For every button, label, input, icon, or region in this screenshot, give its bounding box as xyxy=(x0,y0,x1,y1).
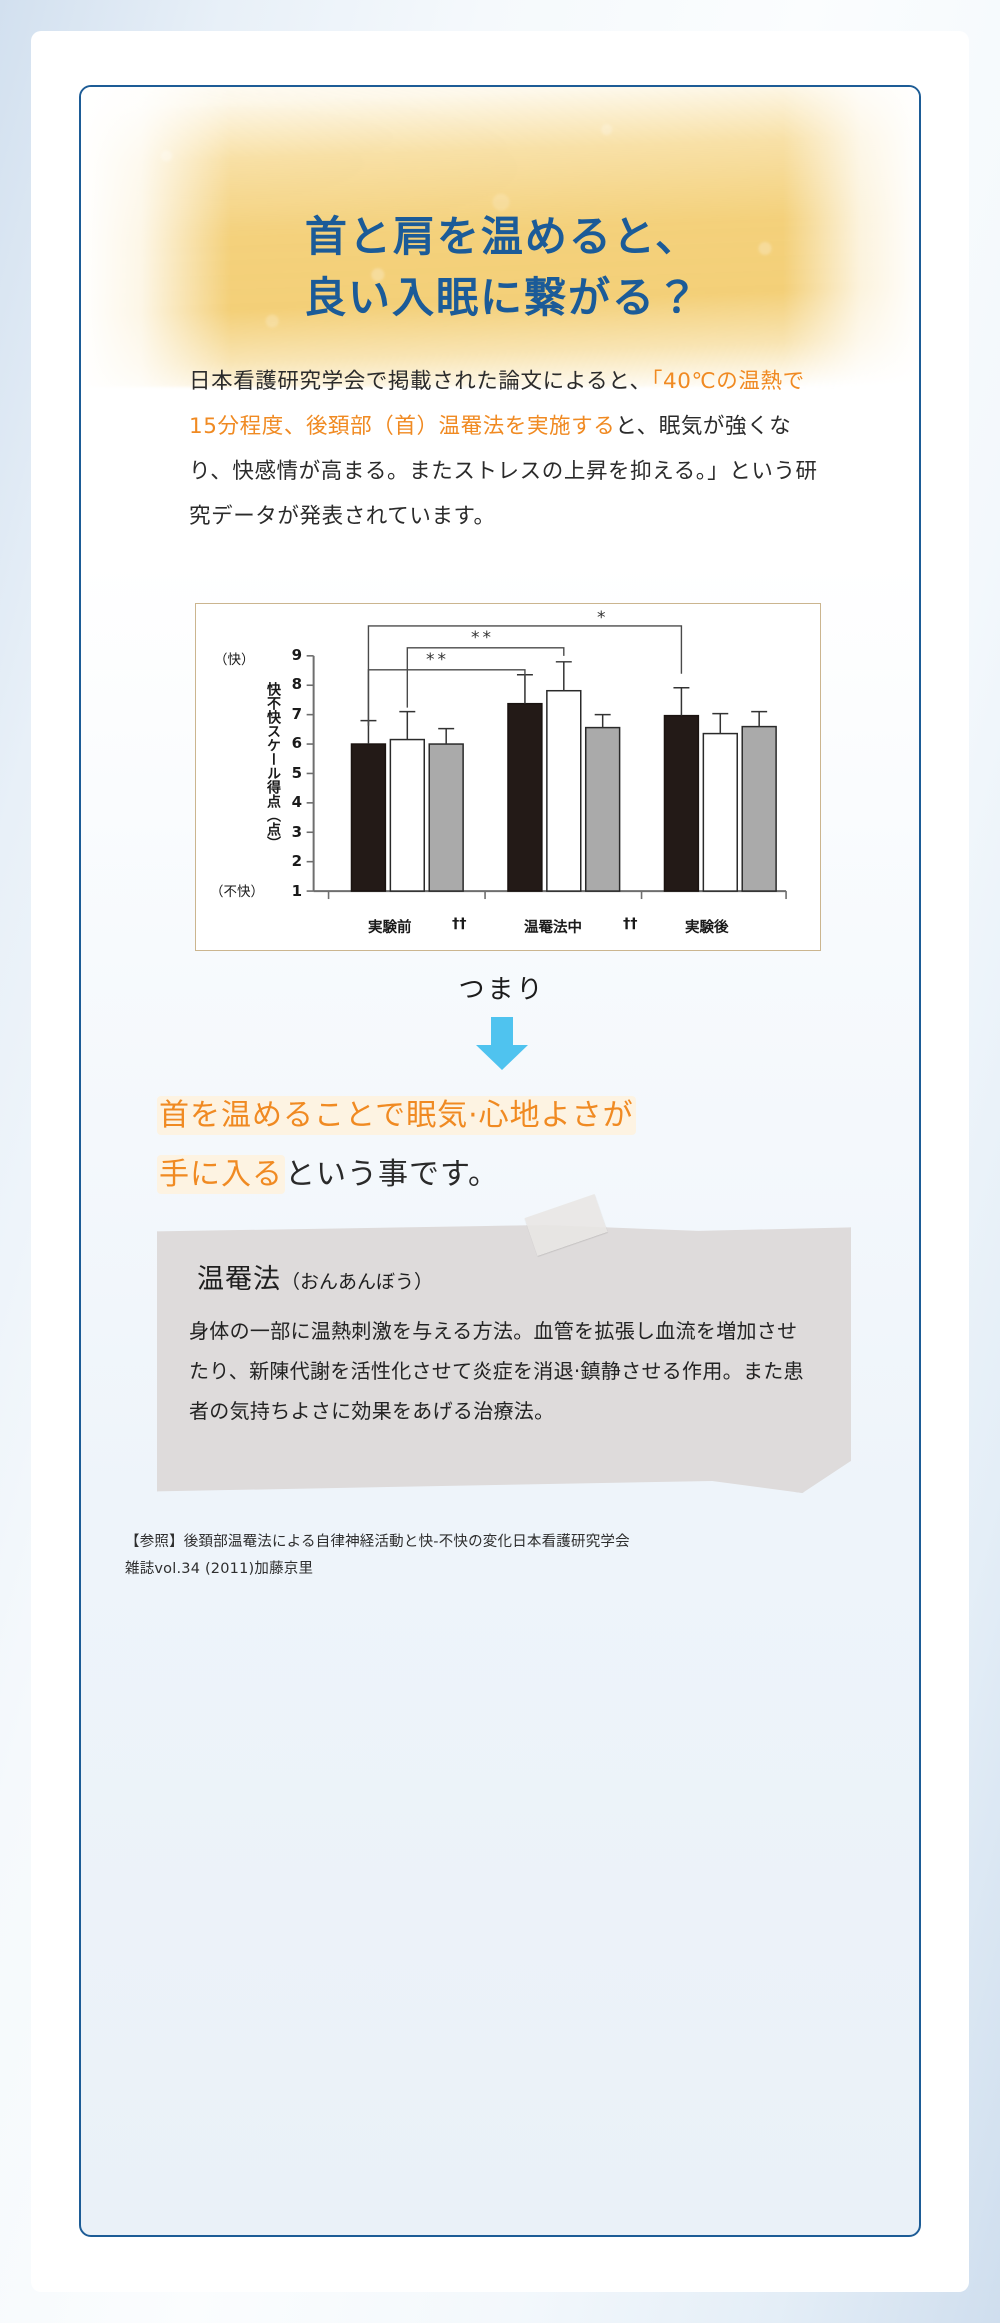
memo-description: 身体の一部に温熱刺激を与える方法。血管を拡張し血流を増加させたり、新陳代謝を活性… xyxy=(189,1319,804,1423)
definition-memo: 温罨法（おんあんぼう） 身体の一部に温熱刺激を与える方法。血管を拡張し血流を増加… xyxy=(157,1194,851,1493)
page-title-line-2: 良い入眠に繋がる？ xyxy=(303,272,700,322)
arrow-down-icon xyxy=(476,1017,528,1070)
research-chart-figure: （快） （不快） 快不快スケール得点（点） 9 8 7 6 5 4 3 2 1 … xyxy=(195,603,821,951)
citation-block: 【参照】後頚部温罨法による自律神経活動と快-不快の変化日本看護研究学会 雑誌vo… xyxy=(125,1529,885,1583)
y-tick-5: 5 xyxy=(291,763,302,782)
memo-term-reading: （おんあんぼう） xyxy=(281,1271,434,1293)
page-card: 首と肩を温めると、 良い入眠に繋がる？ 日本看護研究学会で掲載された論文によると… xyxy=(31,31,969,2292)
intro-paragraph: 日本看護研究学会で掲載された論文によると、「40℃の温熱で15分程度、後頚部（首… xyxy=(189,359,829,540)
y-axis-bottom-caption: （不快） xyxy=(210,884,264,900)
transition-label: つまり xyxy=(458,975,546,1005)
chart-svg xyxy=(306,625,787,900)
intro-highlight: 「40℃の温熱で15分程度、後頚部（首）温罨法を実施する xyxy=(189,369,805,440)
x-label-group-3: 実験後 xyxy=(685,920,729,936)
citation-line-1: 【参照】後頚部温罨法による自律神経活動と快-不快の変化日本看護研究学会 xyxy=(125,1534,630,1550)
title-brush-band xyxy=(81,87,919,419)
memo-term: 温罨法（おんあんぼう） xyxy=(197,1257,433,1296)
content-panel: 首と肩を温めると、 良い入眠に繋がる？ 日本看護研究学会で掲載された論文によると… xyxy=(79,85,921,2237)
conclusion-highlight-2: 手に入る xyxy=(157,1154,285,1194)
page-title: 首と肩を温めると、 良い入眠に繋がる？ xyxy=(81,207,919,329)
y-tick-8: 8 xyxy=(291,675,302,693)
conclusion-highlight-1: 首を温めることで眠気·心地よさが xyxy=(157,1096,636,1135)
x-marker-group-1: †† xyxy=(452,916,467,932)
conclusion-text: 首を温めることで眠気·心地よさが 手に入るという事です。 xyxy=(157,1087,857,1204)
memo-term-text: 温罨法 xyxy=(197,1264,281,1295)
brush-left-fade xyxy=(81,87,231,419)
y-tick-7: 7 xyxy=(291,704,302,723)
significance-star-2: ** xyxy=(471,628,494,648)
x-marker-group-2: †† xyxy=(623,916,638,932)
y-tick-2: 2 xyxy=(291,852,302,870)
y-axis-label: 快不快スケール得点（点） xyxy=(265,682,281,850)
y-tick-4: 4 xyxy=(291,793,302,811)
y-tick-6: 6 xyxy=(291,734,302,752)
y-axis-top-caption: （快） xyxy=(214,652,255,668)
significance-star-1: * xyxy=(597,608,609,628)
x-label-group-1: 実験前 xyxy=(368,920,412,936)
page-title-line-1: 首と肩を温めると、 xyxy=(304,212,700,261)
x-label-group-2: 温罨法中 xyxy=(524,920,582,936)
y-tick-3: 3 xyxy=(291,822,302,841)
y-tick-9: 9 xyxy=(291,646,302,664)
conclusion-tail: という事です。 xyxy=(285,1156,499,1192)
intro-segment-1: 日本看護研究学会で掲載された論文によると、 xyxy=(189,369,652,394)
citation-line-2: 雑誌vol.34 (2011)加藤京里 xyxy=(125,1560,314,1577)
intro-segment-2: と、眠気が強くなり、快感情が高まる。またストレスの上昇を抑える。」という研究デー… xyxy=(189,414,818,530)
brush-right-fade xyxy=(783,87,919,419)
y-tick-1: 1 xyxy=(291,881,302,900)
memo-paper xyxy=(157,1225,851,1493)
significance-star-3: ** xyxy=(426,650,449,670)
